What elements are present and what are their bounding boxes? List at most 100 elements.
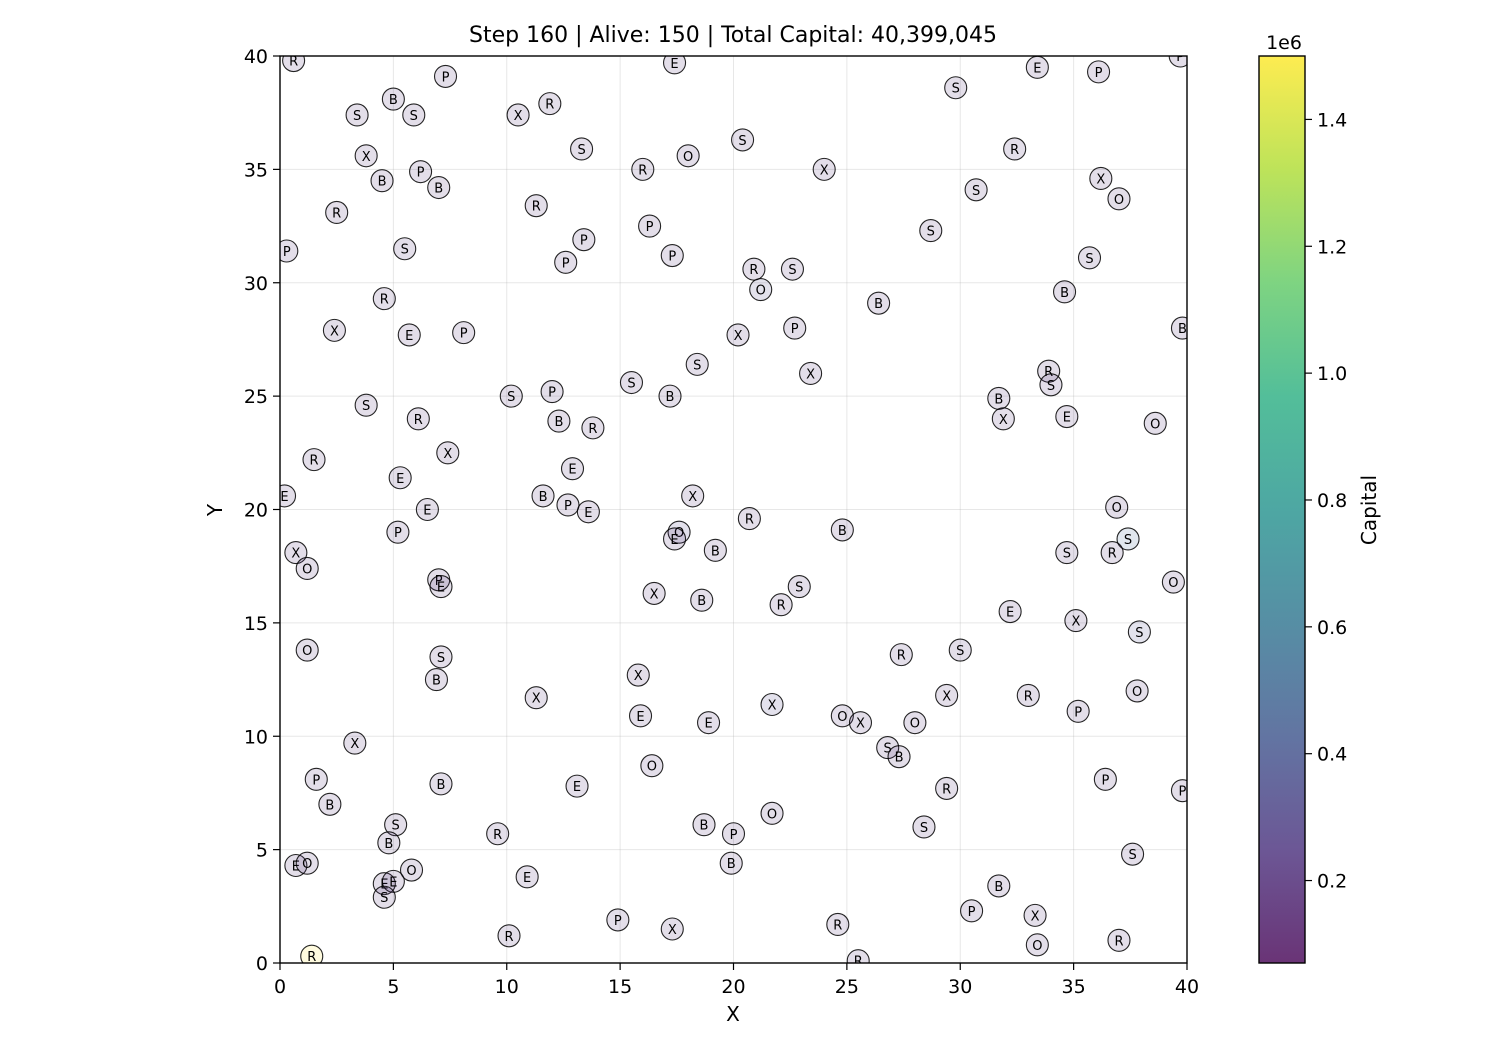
agent-point-label: E [584, 506, 592, 521]
colorbar-tick-label: 0.6 [1317, 617, 1347, 639]
agent-point [737, 507, 761, 531]
agent-point [960, 899, 984, 923]
agent-point-label: S [1063, 547, 1071, 562]
colorbar-frame [1258, 55, 1306, 964]
agent-point-label: X [650, 587, 659, 602]
agent-point [676, 144, 700, 168]
agent-point [436, 441, 460, 465]
agent-point-label: S [401, 243, 409, 258]
y-tick-label: 0 [256, 953, 268, 975]
agent-point-label: B [1060, 286, 1069, 301]
agent-point [912, 815, 936, 839]
agent-point-label: R [638, 163, 647, 178]
agent-point-label: X [768, 699, 777, 714]
agent-point-label: R [309, 454, 318, 469]
agent-point [429, 645, 453, 669]
agent-point [830, 704, 854, 728]
agent-point-label: S [788, 263, 796, 278]
agent-point-label: E [573, 780, 581, 795]
agent-point-label: S [577, 143, 585, 158]
agent-point-label: X [532, 692, 541, 707]
agent-point [388, 466, 412, 490]
agent-point-label: P [417, 166, 425, 181]
agent-point [322, 318, 346, 342]
agent-point-label: P [1179, 785, 1187, 800]
agent-point-label: S [392, 819, 400, 834]
colorbar-multiplier: 1e6 [1266, 32, 1302, 54]
x-tick-label: 20 [721, 976, 745, 998]
agent-point-label: P [548, 386, 556, 401]
x-tick-label: 30 [948, 976, 972, 998]
agent-point-label: S [952, 82, 960, 97]
agent-point [903, 711, 927, 735]
agent-point [848, 711, 873, 735]
agent-point [295, 851, 319, 875]
colorbar-tick-label: 0.8 [1317, 490, 1347, 512]
agent-point-label: S [1047, 379, 1055, 394]
agent-point [1053, 280, 1077, 304]
agent-point [1003, 137, 1027, 161]
agent-point-label: E [437, 581, 445, 596]
agent-point-label: B [384, 837, 393, 852]
agent-point-label: B [539, 490, 548, 505]
agent-point-label: P [460, 327, 468, 342]
agent-point-label: E [389, 875, 397, 890]
agent-point-label: R [493, 828, 502, 843]
agent-point-label: S [353, 109, 361, 124]
agent-point-label: E [1033, 61, 1041, 76]
agent-point-label: X [806, 367, 815, 382]
agent-point [760, 692, 784, 717]
agent-point-label: B [711, 544, 720, 559]
agent-point [697, 711, 721, 735]
y-axis-label: Y [203, 503, 227, 517]
agent-point [1089, 166, 1113, 190]
agent-point [345, 103, 369, 127]
agent-point [377, 831, 401, 855]
agent-point-label: O [1150, 417, 1160, 432]
colorbar-tick-label: 1.4 [1317, 109, 1347, 131]
agent-point [638, 214, 662, 238]
agent-point-label: X [999, 413, 1008, 428]
agent-point-label: R [777, 599, 786, 614]
colorbar-gradient [1259, 56, 1305, 963]
agent-point [642, 581, 666, 605]
agent-point [1127, 620, 1151, 644]
agent-point-label: S [884, 742, 892, 757]
agent-point-label: R [854, 955, 863, 970]
agent-point [399, 858, 424, 882]
agent-point [506, 103, 530, 127]
agent-point [576, 500, 600, 524]
x-tick-label: 0 [274, 976, 286, 998]
agent-point-label: B [838, 524, 847, 539]
agent-point [497, 924, 521, 948]
agent-point-label: X [634, 669, 643, 684]
agent-point [1161, 570, 1185, 594]
agent-point [1066, 699, 1090, 723]
agent-point-label: B [874, 297, 883, 312]
agent-point [783, 316, 807, 340]
agent-point [690, 588, 714, 612]
agent-point-label: O [683, 150, 693, 165]
agent-point [1116, 527, 1140, 551]
agent-point-label: X [330, 324, 339, 339]
agent-point [282, 56, 306, 73]
agent-point-label: P [562, 256, 570, 271]
agent-point-label: R [942, 782, 951, 797]
agent-point [354, 393, 378, 417]
agent-point-label: S [362, 399, 370, 414]
agent-point [547, 409, 571, 433]
agent-point [1077, 246, 1102, 270]
agent-point-label: X [734, 329, 743, 344]
agent-point-label: P [1074, 705, 1082, 720]
agent-point-label: X [350, 737, 359, 752]
agent-point-label: S [507, 390, 515, 405]
agent-point [415, 497, 439, 522]
agent-point [560, 457, 585, 481]
agent-point [887, 745, 911, 769]
agent-point [846, 949, 870, 963]
agent-point-label: R [380, 293, 389, 308]
agent-point-label: B [1178, 322, 1187, 337]
agent-point-label: P [312, 773, 320, 788]
agent-point [681, 484, 705, 508]
